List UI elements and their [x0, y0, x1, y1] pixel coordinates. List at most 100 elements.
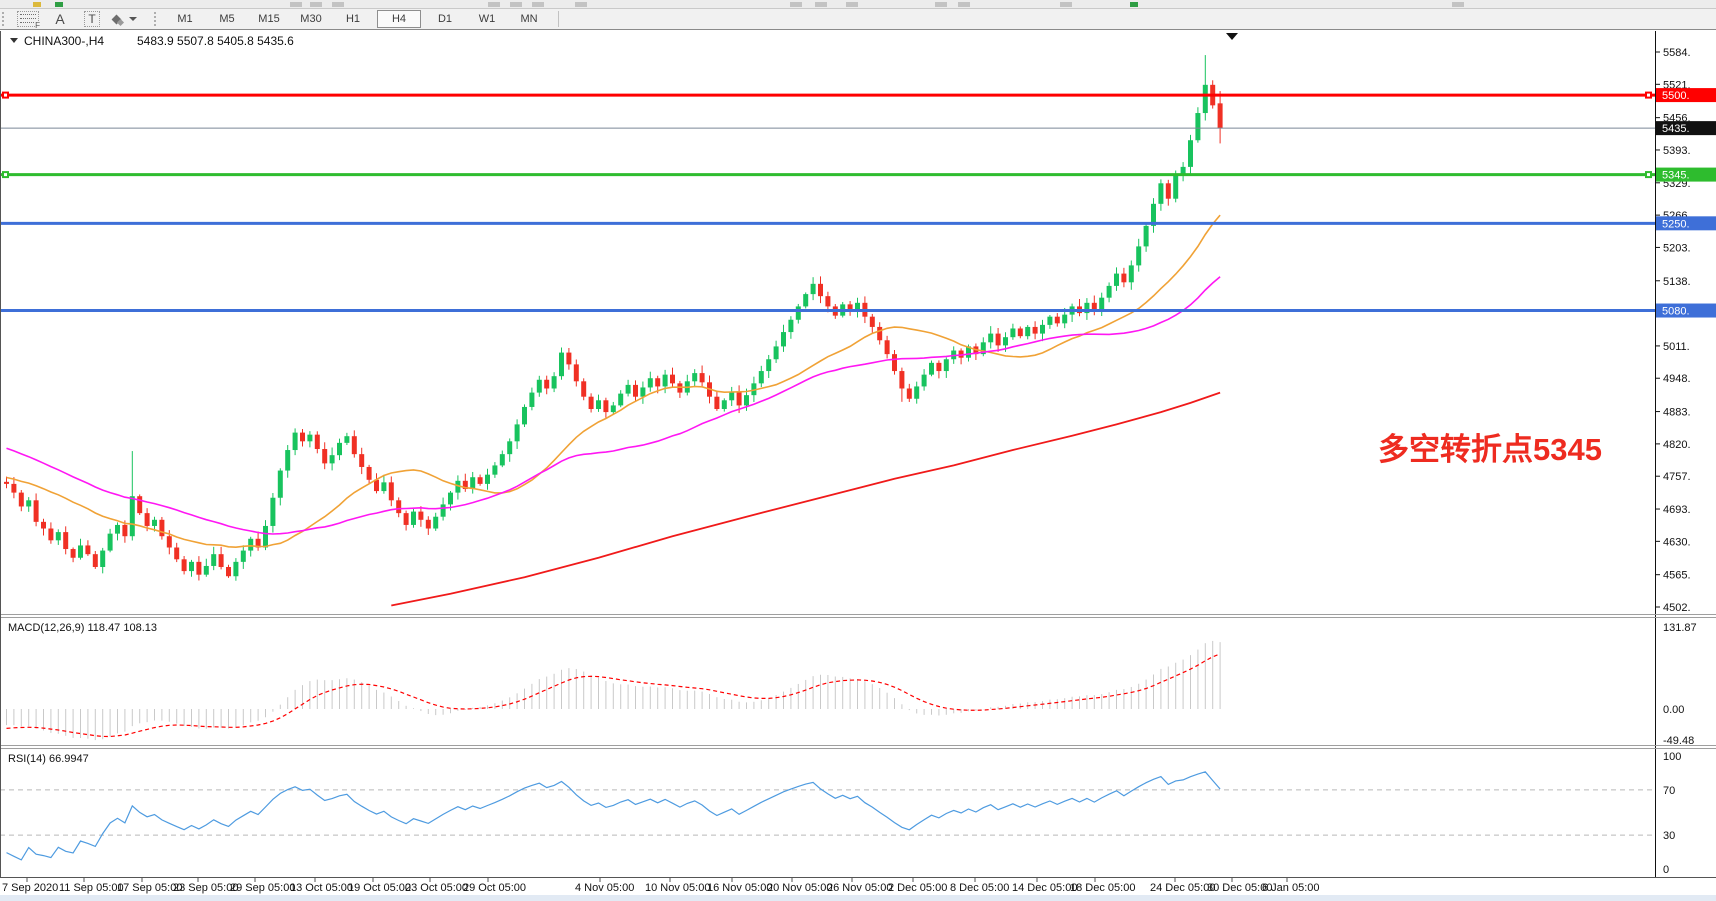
timeframe-toolbar-grip[interactable]: [154, 12, 160, 26]
price-tick-label: 4630.: [1663, 536, 1691, 548]
timeframe-button-M30[interactable]: M30: [300, 13, 322, 25]
price-tick-label: 4757.: [1663, 471, 1691, 483]
timeframe-button-M5[interactable]: M5: [219, 13, 235, 25]
candle-body: [714, 396, 720, 410]
fibonacci-tool-button[interactable]: F: [17, 10, 40, 30]
candle-body: [337, 442, 342, 456]
candle-body: [966, 346, 971, 358]
chart-shift-marker-icon[interactable]: [1226, 33, 1238, 40]
time-label: 14 Dec 05:00: [1012, 882, 1077, 894]
candle-body: [662, 374, 668, 387]
chevron-down-icon[interactable]: [129, 17, 137, 21]
candle-body: [115, 524, 120, 534]
candle-body: [670, 374, 675, 384]
arrows-tool-button[interactable]: [111, 10, 137, 28]
candle-body: [477, 477, 483, 484]
hline-handle-center: [1647, 173, 1650, 177]
price-tick-label: 4883.: [1663, 407, 1691, 419]
candle-body: [248, 538, 254, 551]
candle-body: [159, 519, 165, 537]
timeframe-button-W1[interactable]: W1: [478, 13, 496, 25]
annotation-text[interactable]: 多空转折点5345: [1378, 432, 1602, 467]
candle-body: [292, 432, 298, 451]
candle-body: [877, 326, 883, 341]
candle-body: [462, 480, 468, 490]
candle-body: [329, 455, 335, 464]
candle-body: [899, 371, 905, 389]
toolbar-icon-fragment: [488, 2, 500, 7]
timeframe-button-MN[interactable]: MN: [520, 13, 538, 25]
candle-body: [181, 559, 187, 572]
candle-body: [766, 359, 772, 372]
toolbar-grip[interactable]: [2, 12, 8, 26]
hline-badge: [1656, 88, 1716, 103]
time-label: 23 Sep 05:00: [173, 882, 238, 894]
chart-canvas[interactable]: 5584.5521.5456.5393.5329.5266.5203.5138.…: [0, 29, 1716, 901]
candle-body: [307, 434, 313, 442]
candle-body: [1188, 140, 1193, 167]
rsi-axis-label: 70: [1663, 785, 1675, 797]
price-axis[interactable]: 5584.5521.5456.5393.5329.5266.5203.5138.…: [1655, 31, 1716, 877]
hline-handle-center: [1647, 93, 1650, 97]
macd-signal-line: [6, 653, 1221, 738]
candle-body: [85, 545, 91, 555]
text-tool-button[interactable]: A: [49, 10, 71, 28]
hline-badge-label: 5500.: [1662, 90, 1690, 102]
candle-body: [403, 513, 409, 525]
candle-body: [825, 296, 831, 307]
candle-body: [203, 565, 209, 575]
candle-body: [70, 549, 76, 558]
candle-body: [729, 391, 735, 401]
candle-body: [455, 480, 461, 493]
candle-body: [485, 474, 490, 484]
timeframe-button-D1[interactable]: D1: [437, 13, 453, 25]
candle-body: [1017, 328, 1023, 337]
candle-body: [78, 545, 83, 558]
candle-body: [152, 519, 157, 526]
candle-body: [958, 350, 964, 358]
timeframe-button-M1[interactable]: M1: [177, 13, 193, 25]
candle-body: [988, 333, 994, 343]
timeframe-button-H4[interactable]: H4: [377, 10, 421, 28]
symbol-dropdown-icon[interactable]: [10, 38, 18, 43]
candle-body: [847, 304, 853, 312]
candle-body: [270, 497, 276, 526]
toolbar-icon-fragment: [846, 2, 858, 7]
timeframe-button-H1[interactable]: H1: [345, 13, 361, 25]
candle-body: [647, 378, 653, 388]
candle-body: [129, 496, 135, 537]
rsi-axis-label: 30: [1663, 830, 1675, 842]
toolbar-icon-fragment: [1060, 2, 1072, 7]
candle-body: [448, 492, 453, 505]
candle-body: [573, 364, 579, 382]
text-label-tool-button[interactable]: T: [81, 10, 103, 28]
candle-body: [1202, 84, 1208, 114]
hline-handle-center: [4, 173, 7, 177]
toolbar-icon-fragment: [33, 2, 41, 7]
main-toolbar-cutoff: [0, 0, 1716, 9]
candle-body: [1136, 246, 1142, 266]
timeframe-button-M15[interactable]: M15: [258, 13, 280, 25]
candle-body: [1091, 302, 1097, 310]
candle-body: [18, 492, 24, 507]
candle-body: [33, 500, 39, 522]
candle-body: [536, 379, 542, 393]
candle-body: [1151, 203, 1156, 226]
price-tick-label: 5393.: [1663, 145, 1691, 157]
hline-handle-center: [4, 93, 7, 97]
chart-window[interactable]: 5584. 5521. 5456. 5393. 5329. 5266. 5203. 5138.…: [0, 29, 1716, 901]
candle-body: [803, 294, 809, 307]
candle-body: [588, 396, 594, 410]
macd-label: MACD(12,26,9) 118.47 108.13: [8, 622, 157, 634]
candle-body: [174, 547, 180, 560]
time-label: 4 Nov 05:00: [575, 882, 634, 894]
candle-body: [425, 519, 431, 529]
candle-body: [55, 532, 61, 541]
price-tick-label: 4948.: [1663, 373, 1691, 385]
toolbar-icon-fragment: [55, 2, 63, 7]
candle-body: [1180, 166, 1186, 175]
ma-magenta-line: [6, 276, 1221, 535]
candle-body: [581, 381, 587, 397]
candle-body: [277, 470, 283, 498]
